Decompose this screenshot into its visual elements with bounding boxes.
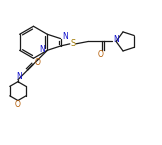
- Text: O: O: [98, 50, 104, 59]
- Text: N: N: [63, 32, 68, 41]
- Text: N: N: [40, 45, 45, 54]
- Text: N: N: [113, 35, 119, 44]
- Text: O: O: [34, 58, 40, 67]
- Text: O: O: [15, 100, 21, 109]
- Text: N: N: [16, 72, 22, 81]
- Text: S: S: [70, 39, 75, 48]
